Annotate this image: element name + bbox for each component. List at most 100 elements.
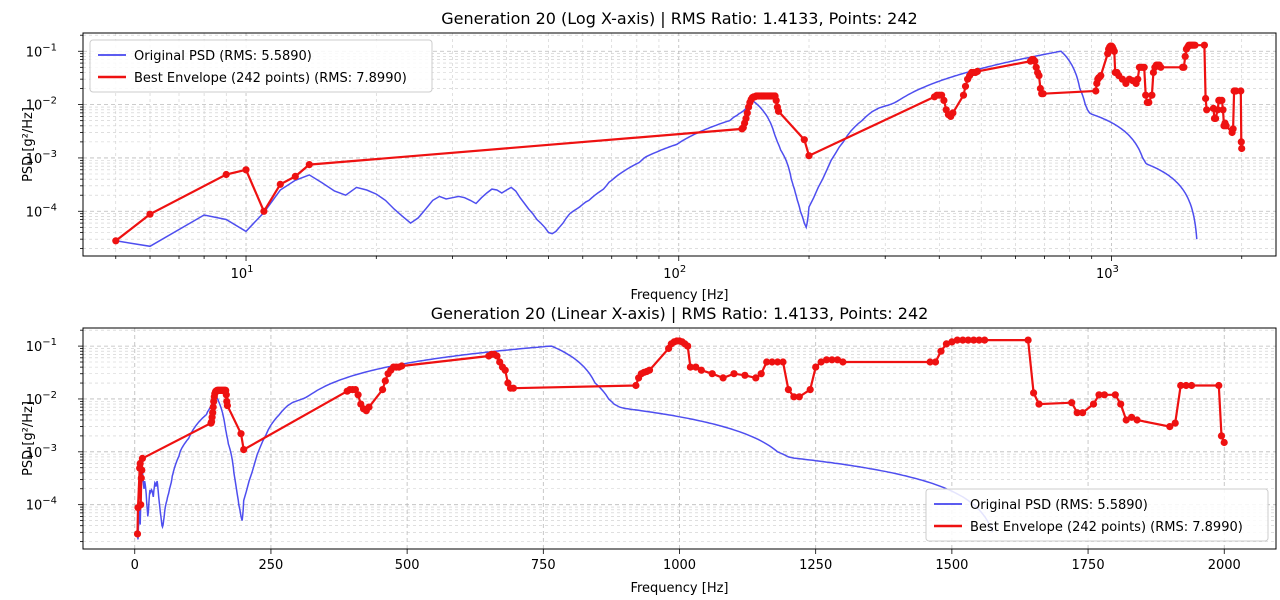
plot-2: 10−4 10−3 10−2 10−1 0 250 500 750 1000 1250 1500 17…: [21, 304, 1277, 596]
envelope-point: [146, 210, 154, 218]
envelope-point: [774, 358, 782, 366]
legend: Original PSD (RMS: 5.5890) Best Envelope …: [925, 488, 1269, 542]
envelope-point: [1039, 90, 1047, 98]
envelope-point: [1191, 41, 1199, 49]
envelope-point: [1238, 144, 1246, 153]
envelope-point: [774, 107, 783, 115]
envelope-point: [645, 366, 654, 374]
envelope-point: [209, 409, 217, 417]
envelope-point: [133, 530, 142, 538]
envelope-point: [784, 386, 793, 394]
envelope-point: [632, 381, 640, 390]
x-tick-label: 750: [531, 558, 556, 573]
y-axis-label: PSD [g²/Hz]: [21, 401, 36, 476]
legend-label-envelope: Best Envelope (242 points) (RMS: 7.8990): [970, 520, 1243, 535]
envelope-point: [1202, 94, 1210, 103]
original-psd-line: [136, 345, 994, 540]
envelope-point: [1092, 87, 1100, 95]
envelope-point: [223, 402, 231, 410]
y-tick-label: 10−4: [26, 496, 57, 514]
envelope-point: [940, 96, 948, 104]
envelope-point: [509, 384, 517, 392]
envelope-point: [708, 370, 716, 378]
envelope-point: [823, 356, 831, 364]
envelope-point: [692, 363, 700, 371]
x-tick-label: 0: [131, 558, 139, 573]
envelope-point: [973, 67, 982, 75]
y-tick-label: 10−2: [26, 96, 57, 114]
envelope-point: [1181, 52, 1189, 61]
envelope-point: [242, 166, 250, 174]
envelope-point: [757, 370, 765, 378]
envelope-point: [800, 136, 808, 144]
envelope-point: [1117, 400, 1125, 408]
envelope-point: [381, 377, 389, 385]
x-tick-label: 101: [231, 264, 254, 282]
envelope-point: [741, 371, 749, 379]
legend: Original PSD (RMS: 5.5890) Best Envelope …: [89, 39, 433, 93]
y-tick-label: 10−4: [26, 202, 57, 220]
envelope-point: [240, 446, 248, 454]
envelope-point: [742, 114, 750, 122]
envelope-point: [1133, 416, 1141, 424]
envelope-point: [1157, 63, 1165, 71]
envelope-point: [1188, 381, 1196, 390]
envelope-point: [1110, 47, 1118, 55]
envelope-point: [305, 161, 313, 169]
envelope-point: [1097, 72, 1105, 80]
x-tick-label: 250: [259, 558, 284, 573]
envelope-point: [806, 386, 814, 394]
envelope-point: [501, 366, 509, 374]
envelope-point: [1089, 400, 1098, 408]
x-tick-label: 1000: [663, 558, 696, 573]
envelope-point: [222, 170, 230, 179]
envelope-point: [772, 96, 780, 104]
envelope-point: [1214, 106, 1222, 114]
envelope-point: [949, 109, 957, 117]
envelope-point: [398, 362, 406, 370]
x-axis-label: Frequency [Hz]: [630, 288, 728, 303]
envelope-point: [926, 358, 934, 366]
envelope-point: [1030, 389, 1038, 397]
envelope-point: [752, 374, 760, 382]
envelope-point: [1220, 438, 1228, 447]
envelope-point: [1203, 106, 1211, 114]
x-tick-label: 2000: [1208, 558, 1241, 573]
envelope-point: [291, 172, 299, 180]
x-tick-label: 103: [1096, 264, 1119, 282]
envelope-point: [1182, 381, 1190, 390]
original-psd-line: [115, 50, 1198, 248]
envelope-point: [1200, 41, 1208, 49]
envelope-point: [1237, 87, 1245, 95]
envelope-point: [805, 152, 813, 160]
envelope-point: [964, 336, 972, 344]
envelope-point: [959, 91, 968, 99]
envelope-point: [1229, 125, 1237, 133]
envelope-point: [1122, 416, 1130, 424]
axes-frame: [82, 32, 1277, 257]
legend-box: [925, 488, 1269, 542]
legend-box: [89, 39, 433, 93]
envelope-point: [1180, 63, 1188, 71]
envelope-point: [937, 347, 945, 355]
axes-frame: [82, 327, 1277, 550]
envelope-point: [209, 403, 217, 411]
envelope-point: [684, 342, 692, 350]
envelope-point: [1035, 400, 1043, 408]
envelope-point: [137, 474, 145, 482]
envelope-point: [1024, 336, 1032, 344]
envelope-point: [1218, 96, 1226, 104]
envelope-point: [1215, 381, 1223, 390]
y-tick-label: 10−3: [26, 149, 57, 167]
x-tick-label: 1750: [1072, 558, 1105, 573]
x-tick-label: 500: [395, 558, 420, 573]
envelope-point: [1035, 72, 1043, 80]
envelope-point: [1134, 75, 1142, 83]
envelope-point: [1111, 391, 1119, 399]
envelope-point: [730, 370, 738, 378]
envelope-point: [138, 454, 146, 462]
envelope-point: [817, 358, 825, 366]
envelope-point: [839, 358, 847, 366]
